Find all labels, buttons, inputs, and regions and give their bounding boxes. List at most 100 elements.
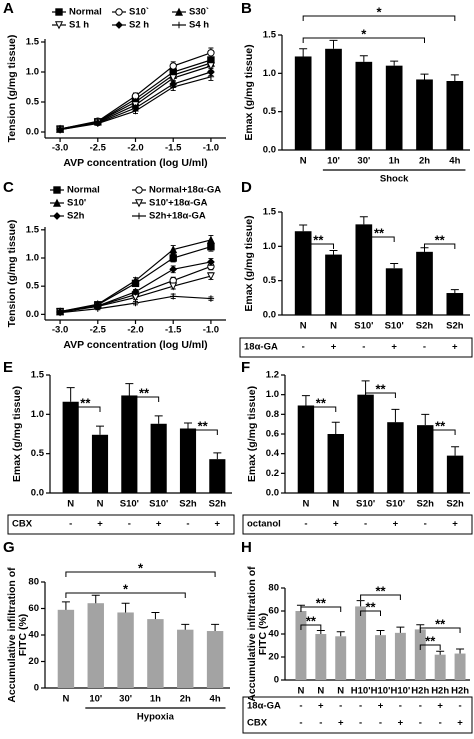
treatment-sign: + bbox=[457, 718, 463, 729]
treatment-sign: - bbox=[423, 342, 426, 353]
significance-label: * bbox=[376, 4, 382, 19]
treatment-sign: + bbox=[452, 342, 458, 353]
y-axis-label: FITC (%) bbox=[257, 613, 269, 656]
significance-bracket bbox=[302, 15, 456, 21]
significance-label: * bbox=[123, 581, 129, 596]
bar bbox=[325, 254, 342, 315]
treatment-sign: - bbox=[359, 718, 362, 729]
x-tick-label: H2h bbox=[451, 686, 469, 697]
treatment-name: 18α-GA bbox=[244, 342, 278, 353]
treatment-box bbox=[242, 514, 473, 535]
significance-label: ** bbox=[375, 381, 386, 396]
legend-label: S2 h bbox=[129, 20, 149, 31]
legend-label: Normal bbox=[67, 185, 100, 196]
x-tick-label: -1.0 bbox=[203, 325, 219, 336]
legend-marker bbox=[52, 198, 62, 207]
significance-label: ** bbox=[316, 595, 327, 610]
marker bbox=[94, 120, 101, 127]
x-tick-label: N bbox=[302, 499, 309, 510]
x-tick-label: 10' bbox=[327, 156, 340, 167]
significance-bracket bbox=[302, 243, 334, 249]
error-bar bbox=[336, 631, 345, 637]
error-bar bbox=[450, 74, 459, 81]
error-bar bbox=[299, 224, 308, 232]
marker bbox=[94, 305, 101, 312]
error-bar bbox=[66, 387, 75, 402]
x-tick-label: -1.5 bbox=[165, 325, 182, 336]
error-bar bbox=[451, 446, 460, 456]
treatment-name: octanol bbox=[247, 519, 281, 530]
bar bbox=[57, 609, 75, 688]
legend-label: S30` bbox=[189, 7, 209, 18]
treatment-name: 18α-GA bbox=[247, 701, 281, 712]
significance-bracket bbox=[65, 592, 186, 598]
panel-label: C bbox=[3, 179, 14, 196]
marker bbox=[206, 235, 215, 244]
treatment-sign: + bbox=[393, 519, 399, 530]
legend-marker bbox=[53, 212, 61, 220]
bar bbox=[355, 606, 367, 680]
x-axis-label: Hypoxia bbox=[137, 712, 175, 723]
error-bar bbox=[151, 611, 160, 620]
bar bbox=[87, 603, 104, 688]
panel-label: A bbox=[3, 0, 14, 17]
bar bbox=[209, 459, 226, 493]
error-bar bbox=[213, 452, 222, 460]
x-tick-label: N bbox=[62, 694, 69, 705]
y-axis-label: FITC (%) bbox=[17, 614, 29, 657]
y-tick-label: 0.4 bbox=[266, 448, 280, 459]
treatment-sign: - bbox=[379, 718, 382, 729]
x-axis-label: Shock bbox=[380, 174, 409, 185]
x-tick-label: S2h bbox=[446, 321, 464, 332]
marker bbox=[131, 276, 140, 285]
y-tick-label: 1.5 bbox=[26, 224, 40, 235]
treatment-sign: - bbox=[419, 718, 422, 729]
error-bar bbox=[316, 630, 325, 634]
y-tick-label: 60 bbox=[268, 606, 279, 617]
y-tick-label: 1.5 bbox=[31, 370, 45, 381]
legend-label: S10` bbox=[129, 7, 149, 18]
bar bbox=[294, 56, 312, 150]
legend-marker bbox=[134, 199, 144, 208]
treatment-name: CBX bbox=[247, 718, 268, 729]
y-axis-label: Tension (g/mg tissue) bbox=[6, 35, 18, 143]
significance-bracket bbox=[360, 610, 381, 616]
error-bar bbox=[359, 216, 368, 225]
significance-bracket bbox=[300, 624, 322, 630]
marker bbox=[207, 73, 215, 80]
y-tick-label: 1.5 bbox=[263, 207, 277, 218]
treatment-sign: - bbox=[69, 519, 72, 530]
x-tick-label: N bbox=[97, 499, 104, 510]
x-tick-label: N bbox=[332, 499, 339, 510]
significance-label: ** bbox=[139, 385, 150, 400]
error-bar bbox=[420, 73, 429, 80]
panel-label: D bbox=[241, 179, 252, 196]
significance-bracket bbox=[187, 429, 218, 435]
treatment-sign: + bbox=[437, 701, 443, 712]
marker bbox=[131, 287, 140, 296]
error-bar bbox=[376, 630, 385, 636]
x-tick-label: -3.0 bbox=[52, 325, 68, 336]
y-axis-label: Accumulative infiltration of bbox=[6, 567, 18, 703]
error-bar bbox=[361, 380, 370, 395]
treatment-sign: - bbox=[299, 718, 302, 729]
treatment-sign: - bbox=[419, 701, 422, 712]
treatment-sign: - bbox=[362, 342, 365, 353]
bar bbox=[385, 65, 403, 150]
significance-bracket bbox=[128, 396, 160, 402]
bar bbox=[385, 268, 403, 315]
significance-label: ** bbox=[198, 418, 209, 433]
treatment-sign: - bbox=[128, 519, 131, 530]
legend-marker bbox=[53, 186, 61, 194]
marker bbox=[169, 282, 178, 291]
significance-bracket bbox=[419, 644, 441, 650]
x-tick-label: -1.5 bbox=[165, 143, 182, 154]
y-tick-label: 0.5 bbox=[263, 106, 277, 117]
significance-label: ** bbox=[365, 599, 376, 614]
significance-label: ** bbox=[435, 616, 446, 631]
bar bbox=[150, 423, 167, 493]
x-tick-label: S10' bbox=[149, 499, 168, 510]
marker bbox=[170, 293, 177, 300]
x-tick-label: -2.0 bbox=[127, 325, 143, 336]
